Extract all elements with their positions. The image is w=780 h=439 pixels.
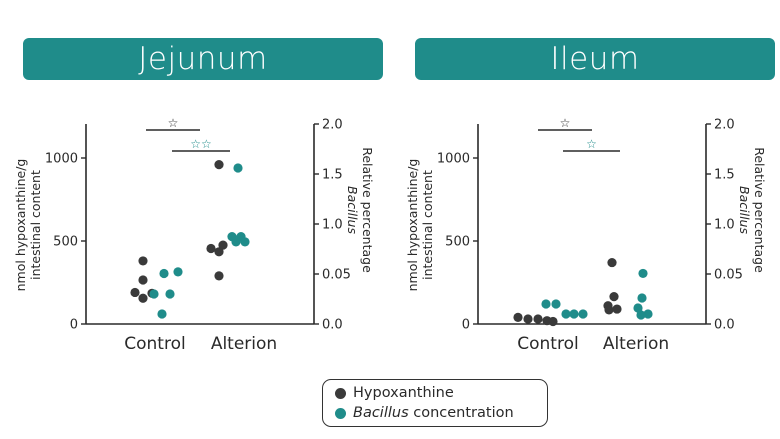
jejunum-bacillus-point [233, 163, 243, 173]
ileum-bacillus-point [541, 299, 551, 309]
ileum-bacillus-point [636, 310, 646, 320]
legend-label-hypoxanthine: Hypoxanthine [353, 385, 454, 401]
ileum-right-tick-label: 0.0 [714, 318, 735, 333]
ileum-left-tick-label: 0 [462, 318, 470, 333]
ileum-bacillus-point [633, 303, 643, 313]
ileum-category-label-control: Control [517, 334, 578, 354]
legend-swatch-hypoxanthine [335, 387, 346, 399]
ileum-hypoxanthine-point [513, 312, 523, 322]
jejunum-left-tick-label: 1000 [45, 152, 78, 167]
legend-item-bacillus: Bacillus concentration [335, 405, 514, 421]
ileum-bacillus-point [638, 268, 648, 279]
jejunum-hypoxanthine-point [130, 287, 140, 298]
ileum-hypoxanthine-point [612, 304, 622, 314]
ileum-significance-mark: ☆ [560, 116, 571, 130]
jejunum-category-label-control: Control [124, 334, 185, 354]
jejunum-bacillus-point [165, 289, 175, 299]
jejunum-hypoxanthine-point [138, 256, 148, 266]
jejunum-right-tick-label: 0.05 [322, 268, 351, 283]
legend-label-bacillus-rest: concentration [408, 405, 514, 421]
ileum-bacillus-point [569, 309, 579, 319]
jejunum-significance-mark: ☆☆ [190, 137, 212, 151]
jejunum-hypoxanthine-point [218, 240, 228, 250]
jejunum-hypoxanthine-point [214, 271, 224, 281]
jejunum-left-tick-label: 0 [70, 318, 78, 333]
jejunum-right-tick-label: 0.0 [322, 318, 343, 333]
ileum-bacillus-point [578, 309, 588, 319]
jejunum-right-ylabel-line1: Relative percentage [360, 147, 375, 273]
legend-label-bacillus-italic: Bacillus [353, 405, 409, 421]
jejunum-title-banner: Jejunum [23, 38, 383, 80]
jejunum-bacillus-point [231, 237, 241, 247]
jejunum-left-tick-label: 500 [53, 235, 78, 250]
jejunum-right-tick-label: 1.0 [322, 218, 343, 233]
ileum-bacillus-point [637, 293, 647, 303]
ileum-significance-mark: ☆ [586, 137, 597, 151]
jejunum-right-ylabel-line2: Bacillus [345, 186, 360, 234]
ileum-title-banner: Ileum [415, 38, 775, 80]
ileum-left-tick-label: 500 [445, 235, 470, 250]
ileum-bacillus-point [551, 299, 561, 309]
jejunum-title: Jejunum [138, 41, 268, 77]
jejunum-bacillus-point [159, 268, 169, 279]
ileum-hypoxanthine-point [604, 305, 614, 315]
jejunum-left-ylabel-line1: nmol hypoxanthine/g [13, 159, 28, 292]
legend: Hypoxanthine Bacillus concentration [322, 379, 548, 427]
ileum-right-ylabel-line1: Relative percentage [752, 147, 767, 273]
jejunum-bacillus-point [173, 267, 183, 277]
ileum-bacillus-point [561, 309, 571, 319]
jejunum-bacillus-point [157, 309, 167, 319]
jejunum-bacillus-point [149, 289, 159, 299]
jejunum-hypoxanthine-point [206, 243, 216, 254]
ileum-right-tick-label: 1.5 [714, 168, 735, 183]
legend-item-hypoxanthine: Hypoxanthine [335, 385, 454, 401]
jejunum-left-ylabel-line2: intestinal content [28, 170, 43, 280]
jejunum-hypoxanthine-point [138, 275, 148, 285]
ileum-left-ylabel-line2: intestinal content [420, 170, 435, 280]
jejunum-bacillus-point [240, 237, 250, 247]
jejunum-significance-mark: ☆ [168, 116, 179, 130]
jejunum-hypoxanthine-point [138, 293, 148, 303]
jejunum-category-label-alterion: Alterion [211, 334, 277, 354]
ileum-hypoxanthine-point [523, 314, 533, 324]
ileum-left-tick-label: 1000 [437, 152, 470, 167]
ileum-right-tick-label: 1.0 [714, 218, 735, 233]
jejunum-hypoxanthine-point [214, 247, 224, 257]
ileum-hypoxanthine-point [548, 316, 558, 327]
jejunum-right-tick-label: 1.5 [322, 168, 343, 183]
ileum-left-ylabel-line1: nmol hypoxanthine/g [405, 159, 420, 292]
ileum-right-ylabel-line2: Bacillus [737, 186, 752, 234]
legend-swatch-bacillus [335, 407, 346, 419]
ileum-right-tick-label: 0.05 [714, 268, 743, 283]
ileum-category-label-alterion: Alterion [603, 334, 669, 354]
jejunum-hypoxanthine-point [214, 160, 224, 170]
ileum-hypoxanthine-point [607, 257, 617, 268]
ileum-hypoxanthine-point [533, 314, 543, 324]
ileum-right-tick-label: 2.0 [714, 118, 735, 133]
ileum-hypoxanthine-point [609, 292, 619, 302]
ileum-bacillus-point [643, 309, 653, 319]
jejunum-right-tick-label: 2.0 [322, 118, 343, 133]
ileum-title: Ileum [550, 41, 640, 77]
